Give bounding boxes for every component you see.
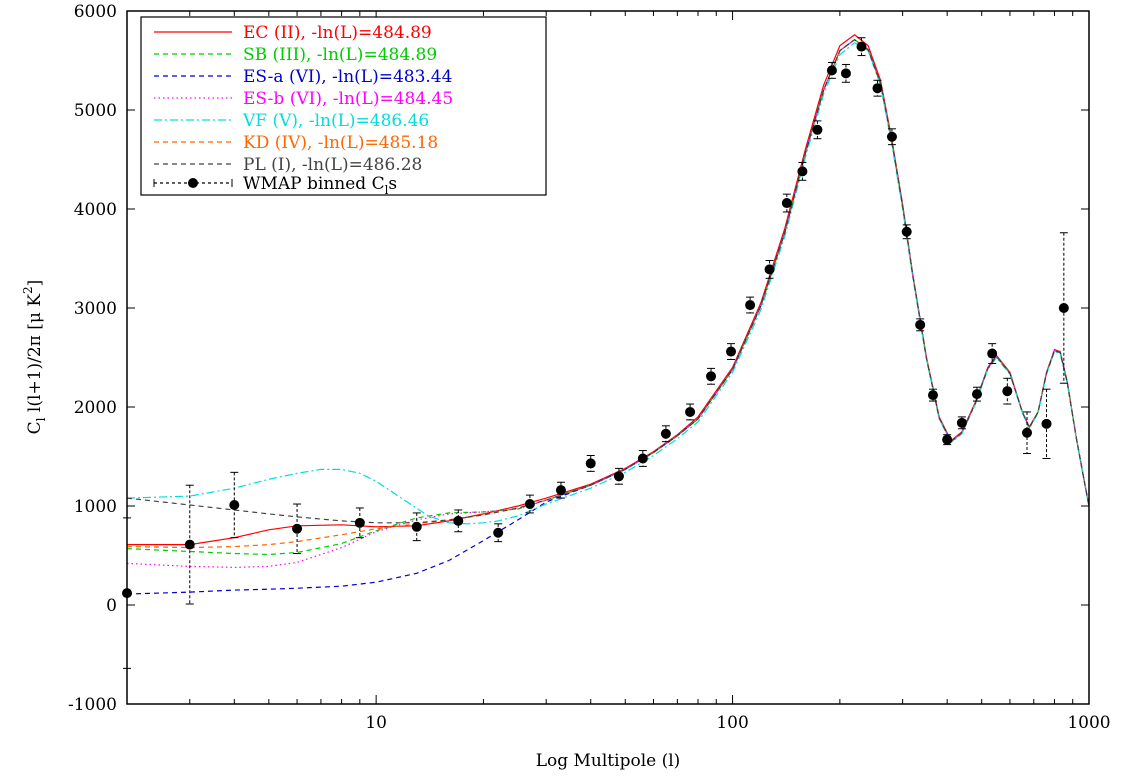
data-point bbox=[726, 346, 737, 357]
data-point bbox=[1058, 303, 1069, 313]
data-point bbox=[555, 485, 566, 496]
data-point bbox=[872, 83, 883, 94]
data-point bbox=[942, 434, 953, 445]
y-axis-title-sup: 2 bbox=[21, 286, 35, 294]
data-point bbox=[901, 226, 912, 237]
y-tick-label: 4000 bbox=[74, 200, 117, 220]
data-point bbox=[745, 300, 756, 311]
y-axis-title: Cl l(l+1)/2π [μ K2] bbox=[21, 280, 48, 435]
y-tick-label: 2000 bbox=[74, 398, 117, 418]
y-tick-label: 6000 bbox=[74, 2, 117, 22]
legend-label-5: VF (V), -ln(L)=486.46 bbox=[242, 111, 429, 131]
legend-label-6: KD (IV), -ln(L)=485.18 bbox=[243, 133, 438, 153]
legend-label-wmap-sub: l bbox=[385, 183, 389, 197]
y-axis-title-sub: l bbox=[34, 417, 48, 421]
data-point bbox=[956, 417, 967, 428]
legend-label-7: PL (I), -ln(L)=486.28 bbox=[243, 155, 422, 175]
legend-item-wmap: WMAP binned Cls bbox=[153, 174, 397, 197]
data-point bbox=[764, 264, 775, 275]
legend-box bbox=[140, 16, 547, 196]
plot-frame bbox=[126, 10, 1090, 705]
data-point bbox=[706, 371, 717, 382]
y-tick-label: 0 bbox=[106, 596, 117, 616]
legend-label-1: EC (II), -ln(L)=484.89 bbox=[243, 23, 432, 43]
y-tick-label: 1000 bbox=[74, 497, 117, 517]
points-layer bbox=[122, 37, 1069, 669]
series-line-2 bbox=[126, 38, 1090, 556]
y-axis-title-end: ] bbox=[25, 280, 45, 287]
data-point bbox=[1041, 418, 1052, 429]
legend-label-2: SB (III), -ln(L)=484.89 bbox=[243, 45, 437, 65]
data-point bbox=[840, 68, 851, 79]
data-point bbox=[685, 406, 696, 417]
data-point bbox=[971, 389, 982, 400]
data-point bbox=[585, 458, 596, 469]
data-point bbox=[229, 500, 240, 511]
data-point bbox=[826, 65, 837, 76]
legend-label-wmap: WMAP binned Cls bbox=[243, 174, 397, 197]
data-point bbox=[781, 198, 792, 209]
data-point bbox=[1002, 386, 1013, 397]
data-point bbox=[493, 527, 504, 538]
y-tick-label: 3000 bbox=[74, 299, 117, 319]
data-point bbox=[354, 517, 365, 528]
legend-label-wmap-main: WMAP binned C bbox=[243, 174, 385, 194]
data-point bbox=[915, 319, 926, 330]
data-point bbox=[660, 428, 671, 439]
y-tick-label: 5000 bbox=[74, 101, 117, 121]
legend-marker-wmap bbox=[188, 178, 198, 188]
data-point bbox=[637, 453, 648, 464]
data-point bbox=[411, 521, 422, 532]
data-point bbox=[524, 499, 535, 510]
axes-layer: -1000 0 1000 2000 3000 4000 5000 6000 10 100 1000 bbox=[68, 2, 1111, 733]
data-point bbox=[184, 539, 195, 550]
x-axis-title: Log Multipole (l) bbox=[536, 751, 681, 771]
data-point bbox=[927, 390, 938, 401]
data-point bbox=[987, 348, 998, 359]
x-tick-label: 1000 bbox=[1067, 713, 1110, 733]
x-tick-label: 100 bbox=[716, 713, 748, 733]
series-line-7 bbox=[126, 38, 1090, 524]
data-point bbox=[856, 41, 867, 52]
y-axis-title-c: C bbox=[25, 421, 45, 434]
x-tick-label: 10 bbox=[365, 713, 387, 733]
legend-label-wmap-end: s bbox=[388, 174, 397, 194]
legend-label-3: ES-a (VI), -ln(L)=483.44 bbox=[243, 67, 452, 87]
data-point bbox=[613, 471, 624, 482]
y-tick-label: -1000 bbox=[68, 695, 117, 715]
data-point bbox=[812, 124, 823, 135]
data-point bbox=[1022, 427, 1033, 438]
data-point bbox=[886, 131, 897, 142]
legend-label-4: ES-b (VI), -ln(L)=484.45 bbox=[243, 89, 453, 109]
y-axis-title-rest: l(l+1)/2π [μ K bbox=[25, 294, 45, 418]
data-point bbox=[453, 515, 464, 526]
data-point bbox=[292, 523, 303, 534]
data-point bbox=[797, 166, 808, 177]
